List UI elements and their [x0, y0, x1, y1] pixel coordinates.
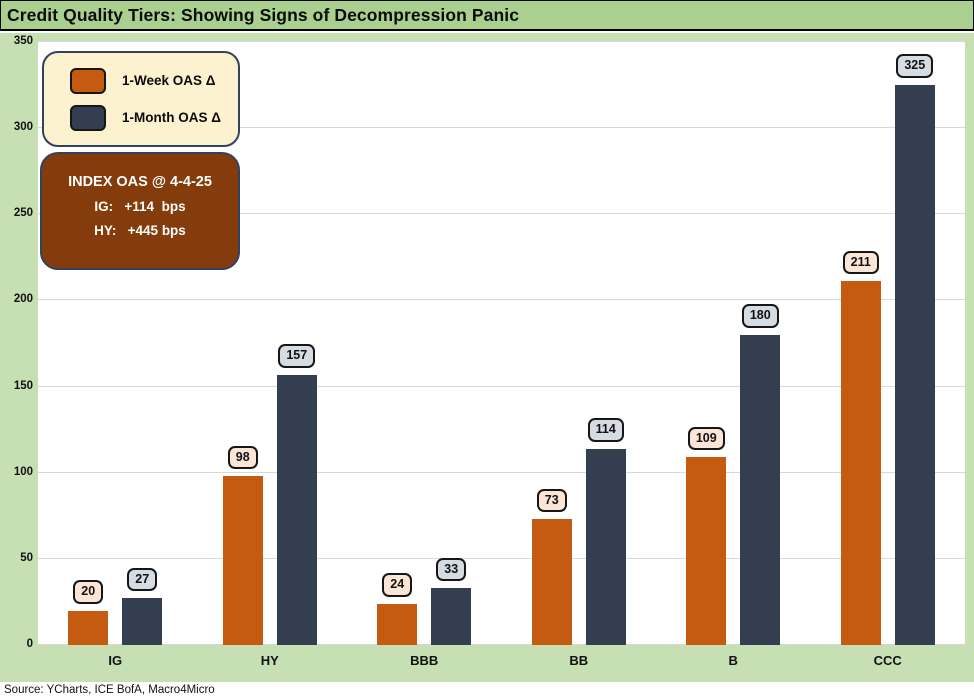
month-series-swatch	[70, 104, 106, 131]
bar-week-B	[686, 457, 727, 645]
bar-col-month-BBB: 33	[431, 42, 472, 645]
gridline-0	[38, 644, 965, 645]
annotation-line-hy: HY: +445 bps	[94, 223, 186, 238]
y-tick-label-300: 300	[13, 121, 33, 134]
legend-row-week: 1-Week OAS Δ	[70, 67, 238, 94]
chart-region: 20 27 98 157 24 33 73 114 109 180 211 325 0 50 100 150…	[0, 33, 974, 682]
annotation-line-ig: IG: +114 bps	[94, 199, 186, 214]
y-tick-label-200: 200	[13, 293, 33, 306]
bar-month-IG	[122, 598, 163, 645]
bar-col-week-HY: 98	[222, 42, 263, 645]
y-tick-label-150: 150	[13, 379, 33, 392]
bar-week-BBB	[377, 603, 418, 645]
gridline-350	[38, 41, 965, 42]
value-label-month-B: 180	[741, 304, 779, 328]
bar-col-month-B: 180	[740, 42, 781, 645]
gridline-200	[38, 299, 965, 301]
value-label-week-CCC: 211	[842, 250, 879, 275]
bar-col-week-BB: 73	[531, 42, 572, 645]
source-text: Source: YCharts, ICE BofA, Macro4Micro	[4, 684, 215, 696]
y-tick-label-350: 350	[13, 35, 33, 47]
y-tick-label-250: 250	[13, 207, 33, 220]
value-label-week-IG: 20	[73, 579, 104, 604]
value-label-month-BB: 114	[587, 417, 624, 442]
title-bar: Credit Quality Tiers: Showing Signs of D…	[0, 0, 974, 31]
bar-col-month-HY: 157	[276, 42, 317, 645]
gridline-150	[38, 385, 965, 387]
bar-group-BB: 73 114	[502, 42, 657, 645]
bar-group-BBB: 24 33	[347, 42, 502, 645]
gridline-100	[38, 471, 965, 473]
value-label-week-BB: 73	[536, 488, 567, 513]
bar-col-week-CCC: 211	[840, 42, 881, 645]
y-tick-label-100: 100	[13, 465, 33, 478]
value-label-month-HY: 157	[278, 343, 316, 368]
legend-row-month: 1-Month OAS Δ	[70, 104, 238, 131]
bar-month-BB	[585, 448, 626, 645]
bar-group-IG: 20 27	[38, 42, 193, 645]
bar-week-BB	[531, 519, 572, 645]
gridline-250	[38, 213, 965, 215]
bar-group-CCC: 211 325	[811, 42, 966, 645]
y-tick-label-0: 0	[26, 638, 33, 650]
bar-week-HY	[222, 476, 263, 645]
value-label-week-B: 109	[687, 426, 725, 451]
bar-groups-container: 20 27 98 157 24 33 73 114 109 180 211 325	[38, 42, 965, 645]
bar-group-HY: 98 157	[193, 42, 348, 645]
bar-col-month-CCC: 325	[894, 42, 935, 645]
annotation-title: INDEX OAS @ 4-4-25	[68, 174, 212, 190]
x-axis-labels: IG HY BBB BB B CCC	[38, 645, 965, 682]
value-label-month-BBB: 33	[436, 557, 467, 582]
bar-month-CCC	[894, 85, 935, 645]
gridline-300	[38, 127, 965, 129]
x-axis-label-CCC: CCC	[873, 653, 902, 668]
bar-week-CCC	[840, 281, 881, 645]
bar-month-BBB	[431, 588, 472, 645]
legend-box: 1-Week OAS Δ 1-Month OAS Δ	[42, 51, 240, 147]
bar-group-B: 109 180	[656, 42, 811, 645]
index-oas-annotation-box: INDEX OAS @ 4-4-25 IG: +114 bps HY: +445…	[40, 152, 240, 270]
legend-label-month: 1-Month OAS Δ	[122, 110, 221, 125]
gridline-50	[38, 557, 965, 559]
x-axis-label-HY: HY	[260, 653, 279, 668]
y-tick-label-50: 50	[20, 551, 33, 564]
value-label-week-BBB: 24	[382, 573, 413, 597]
bar-week-IG	[68, 610, 109, 645]
plot-area: 20 27 98 157 24 33 73 114 109 180 211 325	[38, 41, 965, 645]
source-bar: Source: YCharts, ICE BofA, Macro4Micro	[0, 682, 974, 698]
bar-col-week-B: 109	[686, 42, 727, 645]
bar-col-week-BBB: 24	[377, 42, 418, 645]
legend-label-week: 1-Week OAS Δ	[122, 73, 216, 88]
value-label-month-IG: 27	[127, 567, 158, 592]
bar-col-month-BB: 114	[585, 42, 626, 645]
bar-col-week-IG: 20	[68, 42, 109, 645]
bar-month-HY	[276, 374, 317, 645]
week-series-swatch	[70, 67, 106, 94]
value-label-month-CCC: 325	[896, 54, 934, 79]
x-axis-label-B: B	[728, 653, 738, 668]
bar-col-month-IG: 27	[122, 42, 163, 645]
value-label-week-HY: 98	[227, 445, 258, 470]
x-axis-label-BB: BB	[569, 653, 589, 668]
page-title: Credit Quality Tiers: Showing Signs of D…	[7, 4, 520, 25]
x-axis-label-IG: IG	[108, 653, 123, 668]
bar-month-B	[740, 334, 781, 645]
x-axis-label-BBB: BBB	[410, 653, 439, 668]
